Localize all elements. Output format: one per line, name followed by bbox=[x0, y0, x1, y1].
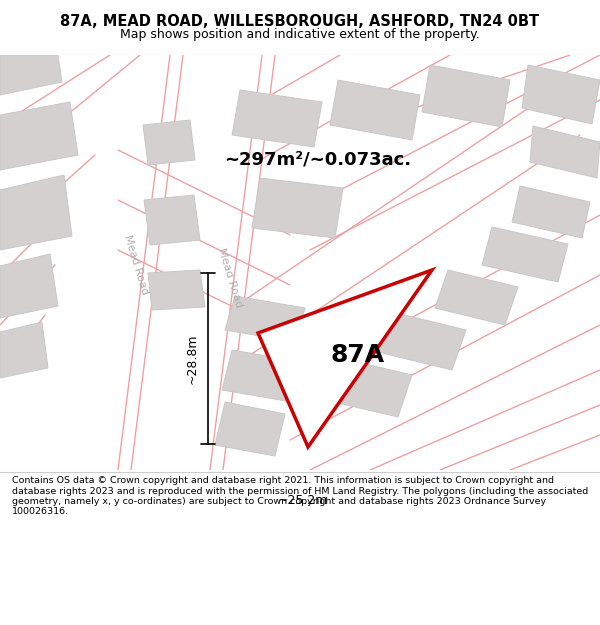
Polygon shape bbox=[330, 80, 420, 140]
Polygon shape bbox=[0, 175, 72, 250]
Polygon shape bbox=[0, 254, 58, 318]
Polygon shape bbox=[522, 65, 600, 124]
Polygon shape bbox=[222, 350, 302, 402]
Text: 87A, MEAD ROAD, WILLESBOROUGH, ASHFORD, TN24 0BT: 87A, MEAD ROAD, WILLESBOROUGH, ASHFORD, … bbox=[61, 14, 539, 29]
Text: Mead Road: Mead Road bbox=[216, 247, 244, 309]
Polygon shape bbox=[530, 126, 600, 178]
Polygon shape bbox=[148, 270, 205, 310]
Text: Mead Road: Mead Road bbox=[122, 234, 150, 296]
Polygon shape bbox=[225, 296, 305, 342]
Text: Contains OS data © Crown copyright and database right 2021. This information is : Contains OS data © Crown copyright and d… bbox=[12, 476, 588, 516]
Polygon shape bbox=[144, 195, 200, 245]
Polygon shape bbox=[0, 102, 78, 170]
Polygon shape bbox=[422, 65, 510, 127]
Polygon shape bbox=[482, 227, 568, 282]
Text: ~25.2m: ~25.2m bbox=[277, 494, 328, 506]
Polygon shape bbox=[232, 90, 322, 147]
Polygon shape bbox=[512, 186, 590, 238]
Text: ~28.8m: ~28.8m bbox=[185, 333, 199, 384]
Polygon shape bbox=[0, 322, 48, 378]
Text: 87A: 87A bbox=[331, 343, 385, 367]
Polygon shape bbox=[215, 402, 285, 456]
Text: Map shows position and indicative extent of the property.: Map shows position and indicative extent… bbox=[120, 28, 480, 41]
Polygon shape bbox=[435, 270, 518, 325]
Polygon shape bbox=[252, 178, 343, 238]
Polygon shape bbox=[258, 270, 432, 447]
Polygon shape bbox=[325, 358, 412, 417]
Polygon shape bbox=[378, 312, 466, 370]
Polygon shape bbox=[0, 55, 62, 95]
Polygon shape bbox=[143, 120, 195, 165]
Text: ~297m²/~0.073ac.: ~297m²/~0.073ac. bbox=[224, 151, 412, 169]
